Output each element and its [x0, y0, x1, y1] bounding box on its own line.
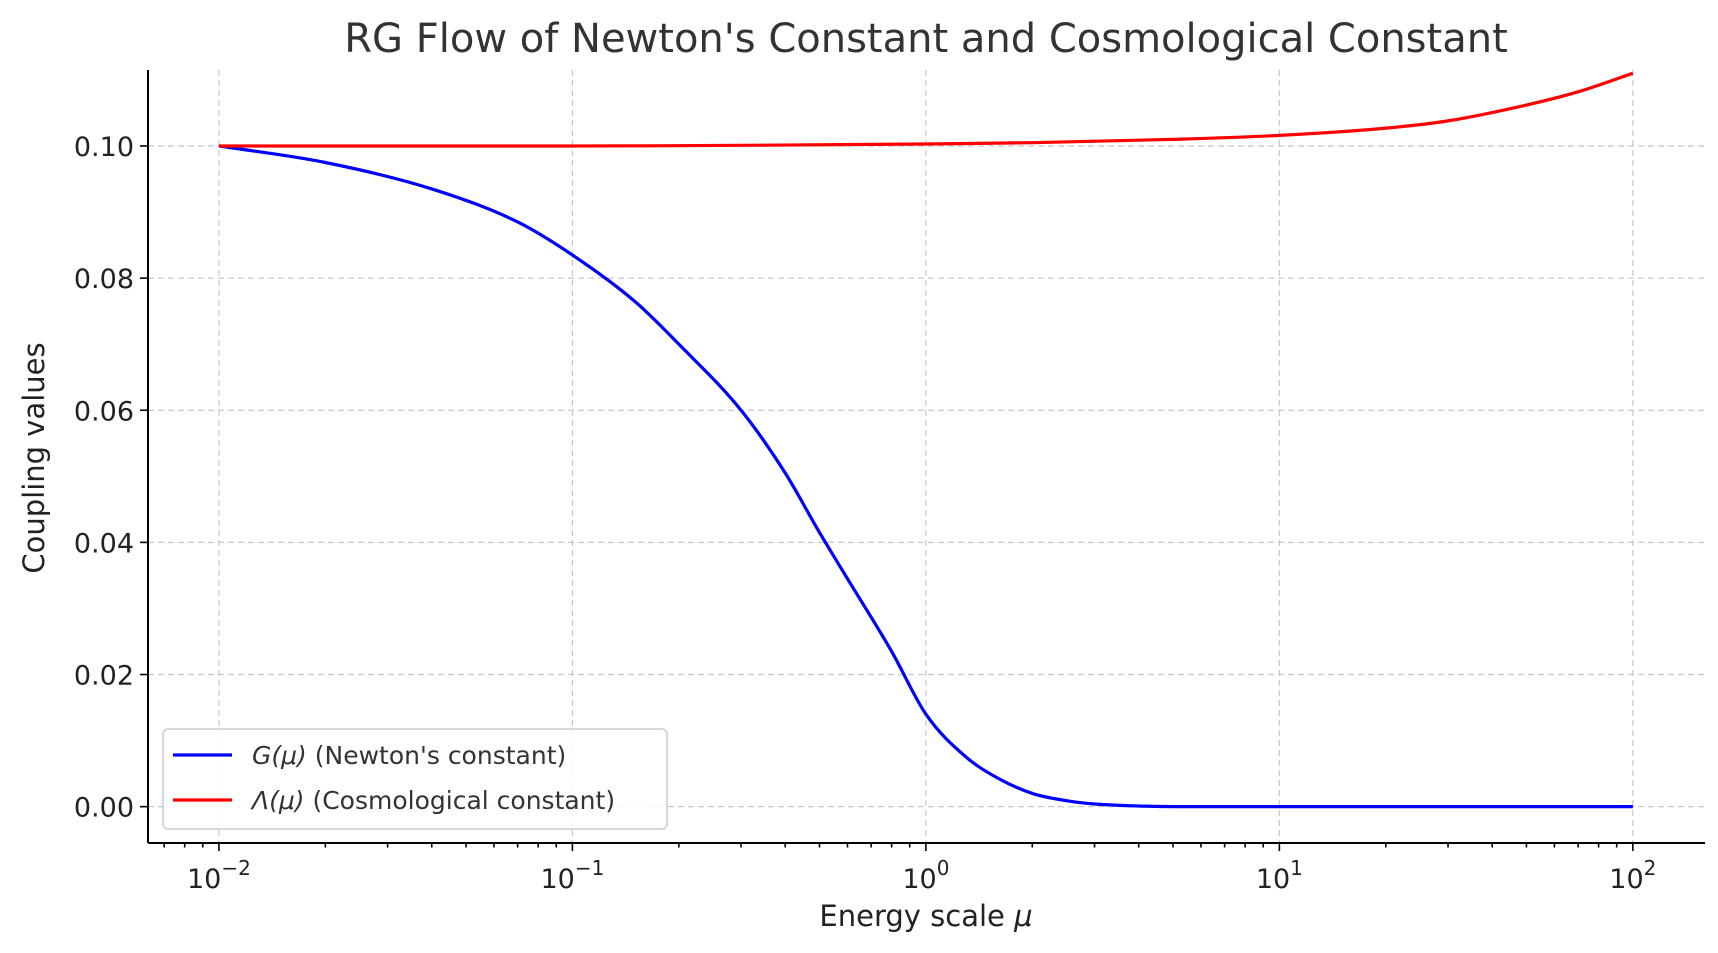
y-tick-label: 0.00 [74, 793, 134, 824]
x-tick-label: 10−2 [187, 856, 251, 895]
legend-label-lambda-rest: (Cosmological constant) [305, 786, 616, 815]
legend: G(μ) (Newton's constant) Λ(μ) (Cosmologi… [162, 728, 668, 830]
ticks: 0.00 0.02 0.04 0.06 0.08 0.10 10−2 10−1 100 101 10… [74, 132, 1657, 895]
x-tick-label: 10−1 [540, 856, 604, 895]
legend-label-g-main: G(μ) [252, 741, 307, 770]
grid [148, 70, 1705, 843]
x-axis-label: Energy scale μ [819, 899, 1032, 933]
y-tick-label: 0.08 [74, 264, 134, 295]
x-axis-label-symbol: μ [1013, 899, 1032, 933]
series-layer [218, 71, 1634, 809]
axes [147, 70, 1705, 844]
chart-title: RG Flow of Newton's Constant and Cosmolo… [344, 16, 1508, 62]
x-tick-label: 101 [1256, 856, 1303, 895]
y-tick-label: 0.02 [74, 661, 134, 692]
legend-label-g-rest: (Newton's constant) [307, 741, 566, 770]
legend-label-g: G(μ) (Newton's constant) [252, 741, 566, 770]
y-tick-label: 0.10 [74, 132, 134, 163]
x-axis-label-text: Energy scale [819, 899, 1014, 933]
x-tick-label: 102 [1609, 856, 1656, 895]
series-g-line [218, 144, 1633, 809]
y-tick-label: 0.04 [74, 528, 134, 559]
y-axis-label: Coupling values [17, 342, 51, 573]
legend-label-lambda-main: Λ(μ) [250, 786, 305, 815]
series-lambda-line [218, 71, 1634, 148]
x-tick-label: 100 [902, 856, 949, 895]
y-tick-label: 0.06 [74, 396, 134, 427]
legend-box [162, 728, 668, 830]
legend-label-lambda: Λ(μ) (Cosmological constant) [250, 786, 615, 815]
